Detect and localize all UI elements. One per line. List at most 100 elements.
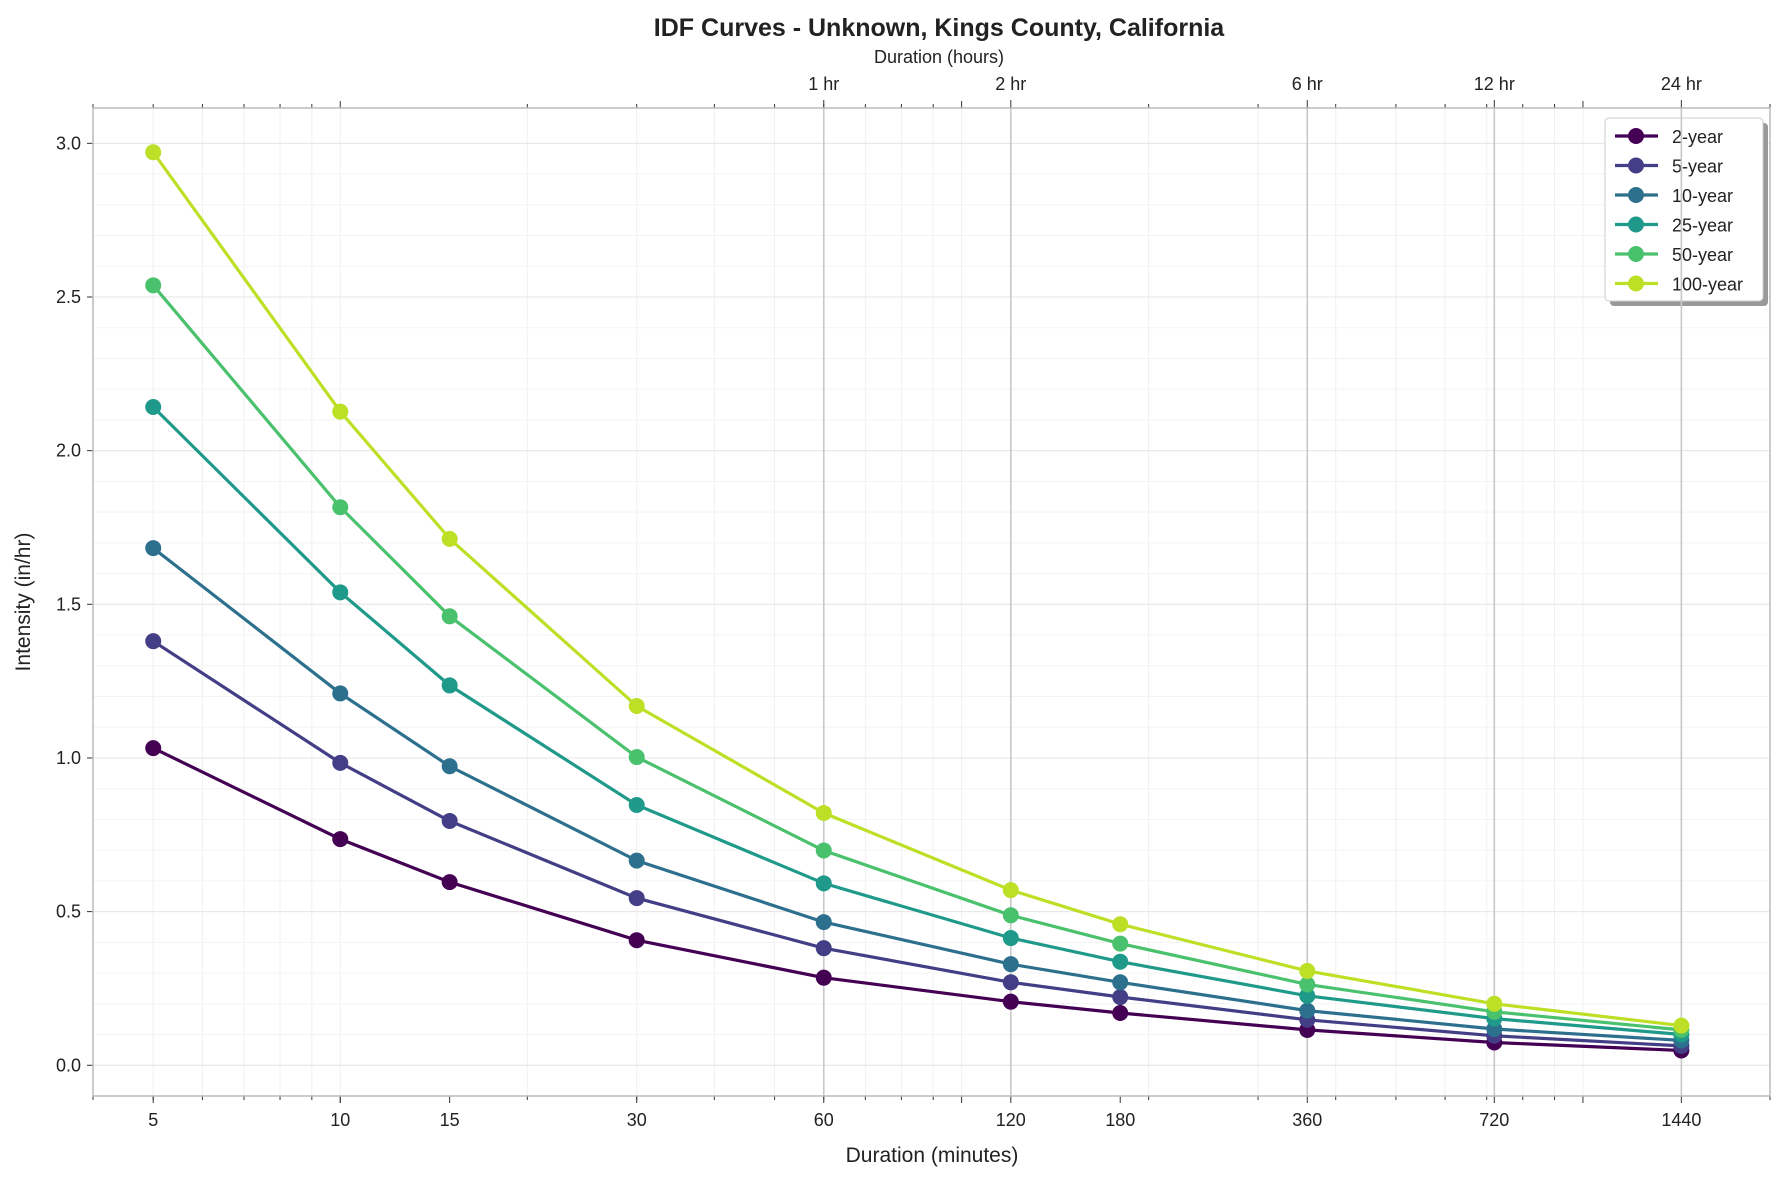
secondary-x-axis-label: Duration (hours) bbox=[874, 47, 1004, 67]
series-line bbox=[151, 151, 1682, 1028]
series-line bbox=[152, 639, 1682, 1048]
data-point bbox=[441, 874, 458, 891]
data-point bbox=[441, 677, 458, 694]
legend-label: 25-year bbox=[1672, 216, 1733, 236]
x-tick-label: 120 bbox=[996, 1110, 1026, 1130]
data-point bbox=[628, 852, 645, 869]
data-point bbox=[1002, 956, 1019, 973]
plot-frame bbox=[92, 107, 1771, 1097]
data-point bbox=[1112, 989, 1129, 1006]
data-point bbox=[441, 530, 458, 547]
y-tick-label: 0.0 bbox=[56, 1055, 81, 1075]
data-point bbox=[1112, 1005, 1129, 1022]
data-point bbox=[628, 698, 645, 715]
data-point bbox=[815, 804, 832, 821]
data-point bbox=[1002, 993, 1019, 1010]
data-point bbox=[628, 749, 645, 766]
data-point bbox=[1112, 953, 1129, 970]
data-point bbox=[145, 399, 162, 416]
data-point bbox=[1002, 930, 1019, 947]
data-point bbox=[332, 754, 349, 771]
y-tick-label: 1.0 bbox=[56, 748, 81, 768]
data-point bbox=[332, 685, 349, 702]
series-line bbox=[151, 284, 1682, 1032]
data-point bbox=[441, 608, 458, 625]
series-line bbox=[152, 405, 1682, 1037]
data-point bbox=[815, 842, 832, 859]
series-25-year bbox=[145, 399, 1690, 1043]
y-tick-label: 3.0 bbox=[56, 133, 81, 153]
data-point bbox=[332, 584, 349, 601]
x2-tick-label: 1 hr bbox=[808, 74, 839, 94]
legend-marker bbox=[1628, 275, 1644, 292]
legend-marker bbox=[1628, 128, 1644, 144]
legend-label: 50-year bbox=[1672, 245, 1733, 265]
data-point bbox=[815, 940, 832, 957]
data-point bbox=[1486, 995, 1503, 1012]
data-point bbox=[145, 144, 162, 161]
y-tick-label: 1.5 bbox=[56, 594, 81, 614]
data-point bbox=[1002, 907, 1019, 924]
x2-tick-label: 6 hr bbox=[1292, 74, 1323, 94]
data-point bbox=[1112, 935, 1129, 952]
x2-tick-label: 2 hr bbox=[995, 74, 1026, 94]
data-point bbox=[332, 499, 349, 516]
legend-label: 5-year bbox=[1672, 157, 1723, 177]
x-tick-label: 30 bbox=[627, 1110, 647, 1130]
data-point bbox=[145, 277, 162, 294]
series-2-year bbox=[145, 740, 1690, 1059]
data-point bbox=[628, 932, 645, 949]
legend-marker bbox=[1628, 187, 1644, 203]
data-point bbox=[815, 875, 832, 892]
x-tick-label: 1440 bbox=[1661, 1110, 1701, 1130]
x2-tick-label: 24 hr bbox=[1661, 74, 1702, 94]
data-point bbox=[1002, 974, 1019, 991]
data-point bbox=[628, 796, 645, 813]
data-point bbox=[1112, 974, 1129, 991]
chart-title: IDF Curves - Unknown, Kings County, Cali… bbox=[654, 14, 1225, 42]
legend: 2-year 5-year 10-year 25-year 50-year 100-yea… bbox=[1604, 117, 1768, 306]
series-line bbox=[152, 546, 1682, 1042]
data-point bbox=[145, 540, 162, 557]
data-point bbox=[145, 633, 162, 650]
data-point bbox=[1299, 962, 1316, 979]
legend-marker bbox=[1628, 157, 1644, 174]
legend-marker bbox=[1628, 246, 1644, 262]
data-point bbox=[815, 914, 832, 931]
x-axis-label: Duration (minutes) bbox=[846, 1144, 1019, 1167]
x-tick-label: 10 bbox=[330, 1110, 350, 1130]
data-point bbox=[1673, 1017, 1690, 1034]
legend-label: 100-year bbox=[1672, 275, 1743, 295]
data-point bbox=[1299, 976, 1316, 993]
data-point bbox=[441, 758, 458, 775]
x-tick-label: 5 bbox=[148, 1110, 158, 1130]
data-point bbox=[1112, 916, 1129, 933]
x-tick-label: 15 bbox=[440, 1110, 460, 1130]
legend-label: 2-year bbox=[1672, 127, 1723, 147]
x-tick-label: 60 bbox=[814, 1110, 834, 1130]
data-point bbox=[332, 403, 349, 420]
data-point bbox=[145, 740, 162, 757]
data-point bbox=[1299, 987, 1316, 1004]
y-tick-label: 2.5 bbox=[56, 287, 81, 307]
series-10-year bbox=[145, 540, 1690, 1049]
y-tick-label: 0.5 bbox=[56, 902, 81, 922]
y-tick-label: 2.0 bbox=[56, 441, 81, 461]
legend-marker bbox=[1628, 216, 1644, 233]
x-tick-label: 360 bbox=[1292, 1110, 1322, 1130]
series-line bbox=[152, 746, 1682, 1053]
data-point bbox=[628, 890, 645, 907]
legend-label: 10-year bbox=[1672, 186, 1733, 206]
series-50-year bbox=[145, 277, 1690, 1038]
data-point bbox=[815, 969, 832, 986]
data-point bbox=[332, 831, 349, 848]
x-tick-label: 180 bbox=[1105, 1110, 1135, 1130]
data-point bbox=[1299, 1002, 1316, 1019]
data-point bbox=[441, 812, 458, 829]
x2-tick-label: 12 hr bbox=[1474, 74, 1515, 94]
x-tick-label: 720 bbox=[1479, 1110, 1509, 1130]
data-point bbox=[1002, 882, 1019, 899]
series-100-year bbox=[145, 144, 1690, 1034]
y-axis-label: Intensity (in/hr) bbox=[12, 533, 35, 672]
